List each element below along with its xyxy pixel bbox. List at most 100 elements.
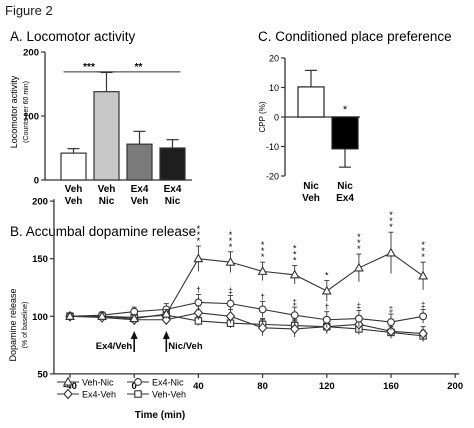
legend-marker — [63, 388, 73, 400]
sig-mark-mid: † — [260, 292, 264, 301]
series-line-ex4-veh — [69, 312, 424, 335]
series-point-ex4-nic — [226, 299, 235, 308]
series-point-ex4-veh — [193, 307, 204, 319]
panel-b-dopamine: B. Accumbal dopamine release Dopamine re… — [8, 197, 463, 421]
series-point-veh-nic — [353, 262, 364, 272]
panel-c-ylabel: CPP (%) — [258, 101, 267, 132]
panel-b-x-tick-label: 80 — [257, 381, 268, 392]
sig-mark-top: * — [389, 216, 393, 226]
injection-arrow-head — [162, 331, 170, 339]
panel-b-y-tick-label: 200 — [32, 197, 48, 208]
sig-mark-top: * — [357, 244, 361, 254]
series-point-veh-nic — [65, 310, 75, 320]
sig-mark-top: * — [357, 232, 361, 242]
sig-mark-mid: † — [196, 285, 200, 294]
series-point-veh-nic — [129, 313, 140, 323]
series-point-ex4-nic — [258, 305, 267, 314]
panel-a-sig-label: *** — [83, 62, 95, 73]
panel-c-category-label: Nic — [337, 181, 353, 192]
sig-mark-top: * — [389, 222, 393, 232]
panel-a-bar — [159, 147, 186, 181]
panel-c-cpp: C. Conditioned place preference CPP (%) … — [258, 29, 452, 204]
injection-label: Nic/Veh — [168, 341, 203, 352]
series-point-ex4-nic — [387, 318, 395, 327]
sig-mark-top: * — [389, 210, 393, 220]
sig-mark-mid: ‡ — [389, 305, 393, 314]
series-point-ex4-veh — [418, 328, 428, 339]
legend-marker — [63, 376, 73, 386]
panel-a-title: A. Locomotor activity — [10, 29, 136, 44]
panel-b-y-tick-label: 100 — [32, 312, 48, 323]
panel-b-x-tick-label: 40 — [193, 381, 204, 392]
panel-c-sig-label: * — [343, 104, 348, 116]
series-point-ex4-nic — [290, 311, 299, 320]
sig-mark-top: * — [421, 240, 425, 250]
legend-label-veh-veh: Veh-Veh — [152, 390, 186, 400]
series-point-veh-nic — [257, 266, 268, 275]
series-point-veh-nic — [321, 285, 332, 295]
sig-mark-mid: ‡ — [421, 300, 425, 309]
legend-label-veh-nic: Veh-Nic — [82, 378, 114, 388]
sig-mark-top: * — [421, 252, 425, 262]
sig-mark-top: * — [229, 242, 233, 252]
panel-a-bar — [93, 91, 120, 181]
panel-a-y-tick-label: 100 — [23, 112, 39, 123]
sig-mark-top: * — [293, 256, 297, 266]
series-point-ex4-veh — [386, 325, 396, 337]
legend-label-ex4-nic: Ex4-Nic — [152, 378, 184, 388]
sig-mark-top: * — [229, 230, 233, 240]
sig-mark-top: * — [293, 244, 297, 254]
panel-b-ylabel-units: (% of baseline) — [22, 302, 29, 349]
sig-mark-mid: ‡ — [292, 298, 296, 307]
sig-mark-top: * — [421, 246, 425, 256]
panel-a-ylabel: Locomotor activity — [9, 75, 19, 148]
sig-mark-top: * — [229, 236, 233, 246]
panel-a-category-label: Veh — [65, 196, 83, 207]
series-point-ex4-nic — [419, 312, 428, 321]
series-point-veh-nic — [97, 310, 108, 320]
sig-mark-top: * — [261, 246, 265, 256]
panel-a-sig-label: ** — [135, 62, 143, 73]
panel-c-y-tick-label: 20 — [269, 54, 279, 64]
panel-c-category-label: Nic — [303, 181, 319, 192]
sig-mark-mid: ‡ — [228, 287, 232, 296]
figure-title: Figure 2 — [5, 3, 53, 18]
sig-mark-top: * — [197, 230, 201, 240]
legend-label-ex4-veh: Ex4-Veh — [82, 390, 116, 400]
injection-arrow-head — [130, 331, 138, 339]
panel-a-category-label: Veh — [65, 184, 83, 195]
panel-c-category-label: Ex4 — [336, 193, 354, 204]
panel-b-xlabel: Time (min) — [135, 410, 185, 421]
panel-b-x-tick-label: 160 — [383, 381, 399, 392]
panel-a-category-label: Veh — [98, 184, 116, 195]
panel-a-y-tick-label: 0 — [34, 176, 39, 187]
series-point-ex4-veh — [257, 322, 268, 334]
panel-a-y-tick-label: 200 — [23, 48, 39, 59]
series-point-veh-nic — [161, 308, 172, 318]
series-point-ex4-nic — [194, 298, 203, 307]
series-point-ex4-veh — [225, 310, 236, 322]
sig-mark-top: * — [197, 236, 201, 246]
series-point-veh-nic — [225, 256, 236, 266]
panel-b-x-tick-label: 200 — [447, 381, 463, 392]
panel-c-y-tick-label: -10 — [266, 142, 279, 152]
series-point-ex4-veh — [289, 323, 300, 335]
panel-b-y-tick-label: 150 — [32, 254, 48, 265]
injection-label: Ex4/Veh — [96, 341, 133, 352]
series-point-ex4-nic — [354, 314, 363, 323]
panel-b-x-tick-label: -40 — [63, 381, 77, 392]
panel-c-category-label: Veh — [302, 193, 320, 204]
sig-mark-mid: ‡ — [357, 302, 361, 311]
sig-mark-top: * — [293, 250, 297, 260]
panel-b-title: B. Accumbal dopamine release — [10, 224, 196, 239]
sig-mark-top: * — [261, 252, 265, 262]
sig-mark-mid: † — [325, 303, 329, 312]
panel-b-x-tick-label: 0 — [132, 381, 137, 392]
panel-a-ylabel-units: (Counts per 60 min) — [23, 81, 30, 143]
panel-c-y-tick-label: 10 — [269, 83, 279, 93]
panel-a-category-label: Veh — [131, 196, 149, 207]
panel-a-category-label: Nic — [99, 196, 115, 207]
series-point-veh-nic — [193, 253, 204, 263]
sig-mark-top: * — [357, 238, 361, 248]
